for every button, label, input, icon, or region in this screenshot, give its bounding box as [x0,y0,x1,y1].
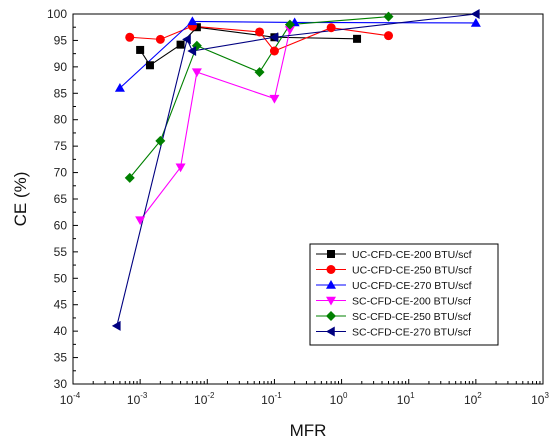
y-tick-label: 50 [54,271,68,285]
axis-ticks: 30 35 40 45 50 55 60 65 70 75 80 85 90 95 100 10-4 10-3 1… [47,7,549,407]
y-tick-label: 60 [54,218,68,232]
y-tick-label: 80 [54,113,68,127]
data-point [383,11,394,22]
legend-label: SC-CFD-CE-270 BTU/scf [352,327,471,339]
y-tick-label: 55 [54,245,68,259]
y-tick-label: 75 [54,139,68,153]
data-point [182,34,191,45]
data-point [176,40,185,49]
legend-label: SC-CFD-CE-250 BTU/scf [352,311,471,323]
y-tick-label: 30 [54,377,68,391]
series-line [139,26,358,67]
legend-marker [326,296,336,306]
data-point [326,23,336,33]
y-tick-label: 70 [54,166,68,180]
data-point [135,216,146,226]
x-tick-label: 100 [330,391,348,407]
data-point [192,23,201,32]
legend-box [309,243,499,346]
series-line [119,20,476,89]
data-point [191,68,202,78]
x-tick-label: 10-1 [261,391,282,407]
legend-marker [326,326,335,337]
x-tick-label: 103 [531,391,549,407]
data-point [187,46,197,56]
y-tick-label: 90 [54,60,68,74]
y-tick-label: 65 [54,192,68,206]
legend-label: UC-CFD-CE-200 BTU/scf [352,249,472,261]
legend-label: UC-CFD-CE-250 BTU/scf [352,265,472,277]
legend-label: SC-CFD-CE-200 BTU/scf [352,296,471,308]
data-point [269,94,280,104]
data-point [470,9,480,19]
y-tick-label: 95 [54,33,68,47]
data-point [470,17,481,27]
x-tick-label: 10-4 [60,391,81,407]
x-tick-label: 102 [464,391,482,407]
x-axis-title: MFR [290,421,327,440]
data-point [254,67,265,78]
data-point [136,45,145,54]
data-point [111,320,121,331]
legend-marker [326,265,336,274]
y-tick-label: 45 [54,298,68,312]
data-point [114,83,125,92]
x-tick-label: 10-2 [194,391,215,407]
y-tick-label: 85 [54,86,68,100]
legend-marker [327,250,335,258]
y-tick-label: 40 [54,324,68,338]
data-point [284,19,295,30]
data-point [187,16,198,26]
legend-marker [326,311,336,321]
series-line [129,16,389,179]
legend-label: UC-CFD-CE-270 BTU/scf [352,280,472,292]
data-point [384,31,394,41]
data-point [155,135,166,146]
data-point [269,46,279,56]
data-point [175,163,186,173]
data-point [269,32,279,43]
legend: UC-CFD-CE-200 BTU/scf UC-CFD-CE-250 BTU/s… [309,243,499,346]
data-point [155,34,165,44]
series-line [139,29,291,221]
data-point [124,172,135,183]
legend-marker [326,280,336,289]
data-point [125,32,135,42]
data-point [255,27,265,37]
x-tick-label: 101 [397,391,415,407]
y-tick-label: 100 [47,7,67,21]
data-point [284,26,295,35]
y-axis-title: CE (%) [11,172,30,227]
data-point [145,61,154,70]
x-tick-label: 10-3 [127,391,148,407]
y-tick-label: 35 [54,351,68,365]
data-point [353,34,362,43]
